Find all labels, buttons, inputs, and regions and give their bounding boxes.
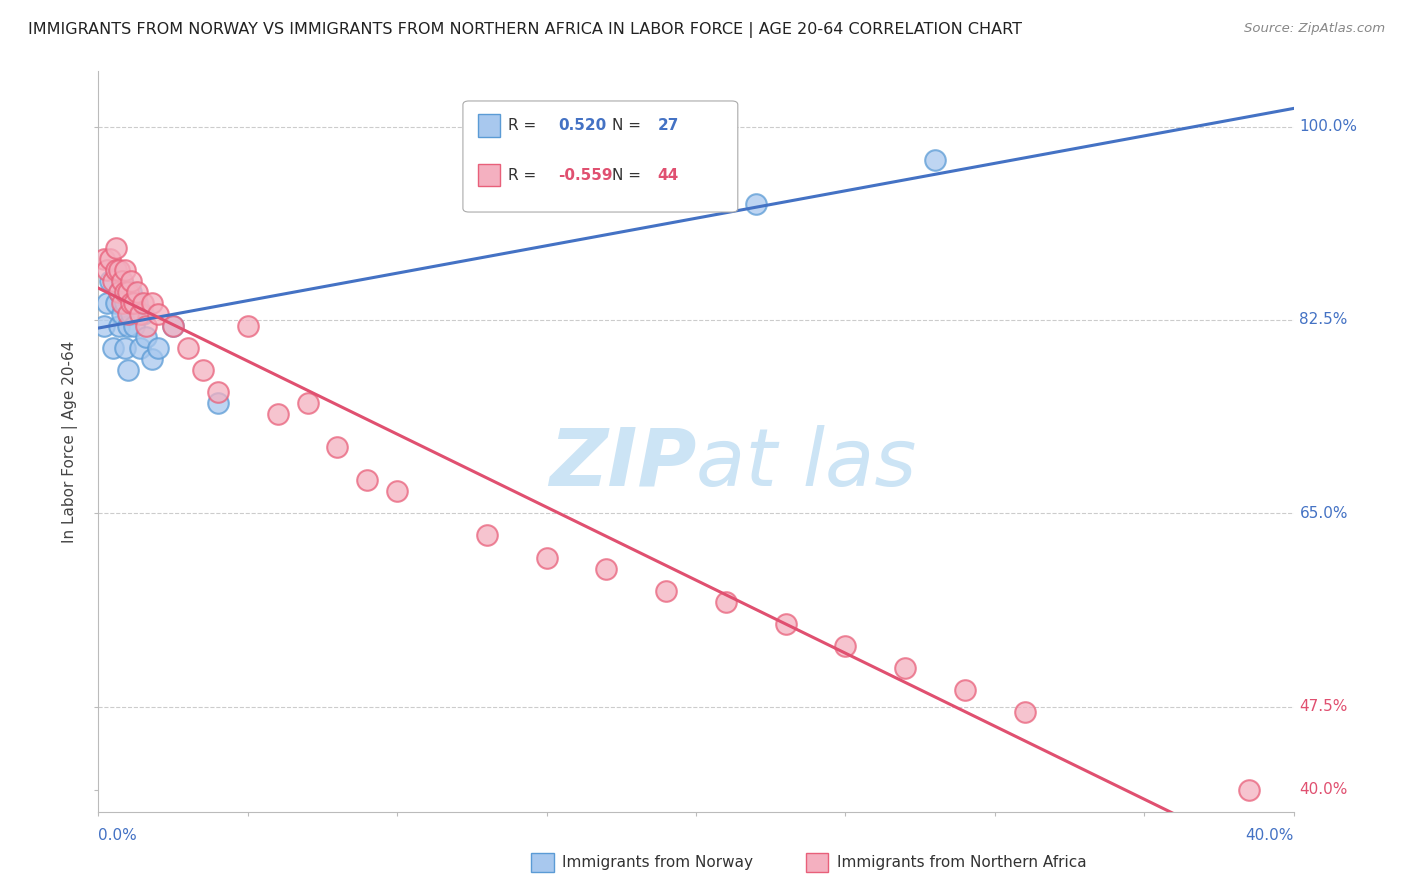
Point [111,296,134,310]
Point [775,616,797,631]
Point [114,341,136,355]
Point [135,318,157,333]
Point [207,396,229,410]
Point [96,296,118,310]
Point [536,550,558,565]
Point [120,308,142,322]
Text: 0.0%: 0.0% [98,829,138,843]
Text: Source: ZipAtlas.com: Source: ZipAtlas.com [1244,22,1385,36]
Point [124,318,146,333]
Point [356,473,378,487]
Point [117,362,139,376]
Point [93,252,115,267]
Point [120,274,142,288]
Point [267,407,290,421]
Point [132,296,155,310]
Point [111,274,134,288]
Text: N =: N = [613,118,647,133]
Text: 65.0%: 65.0% [1299,506,1348,521]
Point [105,241,128,255]
Point [103,341,125,355]
Point [114,296,136,310]
Text: 100.0%: 100.0% [1299,120,1358,134]
Y-axis label: In Labor Force | Age 20-64: In Labor Force | Age 20-64 [62,341,79,542]
Point [129,341,152,355]
Point [135,329,157,343]
Point [111,274,134,288]
Point [108,285,131,300]
Point [236,318,259,333]
Point [120,296,142,310]
Point [114,285,136,300]
Point [177,341,200,355]
Text: R =: R = [509,168,541,183]
Point [326,440,349,454]
Text: at las: at las [696,425,917,503]
Point [207,384,229,399]
Point [834,639,856,653]
Text: 44: 44 [658,168,679,183]
Point [111,308,134,322]
Point [148,308,170,322]
Text: ZIP: ZIP [548,425,696,503]
Point [1014,706,1036,720]
Point [141,296,163,310]
Text: N =: N = [613,168,647,183]
Point [117,285,139,300]
Point [714,595,737,609]
FancyBboxPatch shape [463,101,738,212]
Point [475,528,498,542]
Point [117,318,139,333]
Text: Immigrants from Northern Africa: Immigrants from Northern Africa [837,855,1087,870]
Point [108,263,131,277]
Point [595,561,617,575]
Text: 40.0%: 40.0% [1299,782,1348,797]
Point [141,351,163,366]
Point [191,362,214,376]
Point [953,683,976,698]
Point [117,308,139,322]
Point [132,308,155,322]
Point [108,285,131,300]
Point [745,197,768,211]
Point [105,296,128,310]
Point [1237,782,1260,797]
Point [297,396,319,410]
Point [129,308,152,322]
Point [124,296,146,310]
Point [103,274,125,288]
Point [105,263,128,277]
Point [127,285,149,300]
Point [162,318,184,333]
Point [148,341,170,355]
Text: R =: R = [509,118,541,133]
Point [98,274,122,288]
Text: 47.5%: 47.5% [1299,699,1348,714]
Text: 82.5%: 82.5% [1299,312,1348,327]
Text: -0.559: -0.559 [558,168,613,183]
Point [162,318,184,333]
Point [385,484,409,499]
Point [114,263,136,277]
Point [105,263,128,277]
Text: Immigrants from Norway: Immigrants from Norway [562,855,754,870]
Point [96,263,118,277]
Point [98,252,122,267]
Text: 0.520: 0.520 [558,118,607,133]
Point [93,318,115,333]
Text: 40.0%: 40.0% [1246,829,1294,843]
Point [108,318,131,333]
Text: IMMIGRANTS FROM NORWAY VS IMMIGRANTS FROM NORTHERN AFRICA IN LABOR FORCE | AGE 2: IMMIGRANTS FROM NORWAY VS IMMIGRANTS FRO… [28,22,1022,38]
Point [655,583,678,598]
FancyBboxPatch shape [478,114,501,136]
Point [894,661,917,675]
FancyBboxPatch shape [478,164,501,186]
Point [120,285,142,300]
Point [127,296,149,310]
Text: 27: 27 [658,118,679,133]
Point [924,153,946,167]
